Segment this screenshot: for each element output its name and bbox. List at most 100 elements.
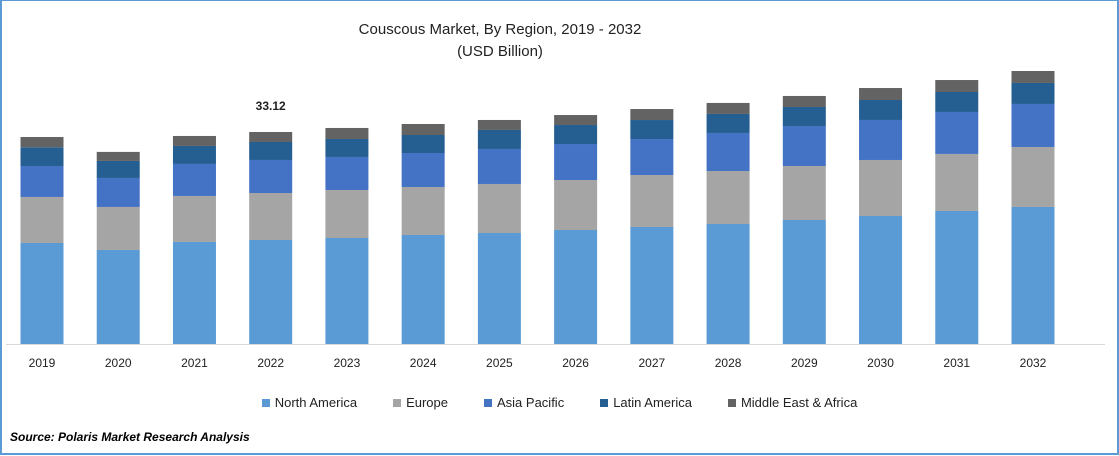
x-tick-label: 2030 bbox=[867, 356, 894, 370]
legend-item: North America bbox=[261, 395, 358, 410]
bar-segment-asia-pacific-2021 bbox=[172, 163, 216, 196]
legend-swatch bbox=[484, 398, 492, 407]
bar-segment-asia-pacific-2027 bbox=[630, 139, 674, 176]
bar-segment-middle-east-africa-2021 bbox=[172, 135, 216, 146]
legend-label: Latin America bbox=[613, 395, 692, 410]
bar-segment-asia-pacific-2026 bbox=[554, 144, 598, 181]
bar-segment-latin-america-2031 bbox=[935, 91, 979, 112]
bar-segment-asia-pacific-2023 bbox=[325, 156, 369, 190]
x-tick-label: 2024 bbox=[410, 356, 437, 370]
bar-segment-europe-2028 bbox=[706, 170, 750, 224]
x-tick-label: 2031 bbox=[943, 356, 970, 370]
bar-segment-europe-2025 bbox=[477, 183, 521, 234]
bar-segment-north-america-2031 bbox=[935, 210, 979, 344]
bar-segment-north-america-2022 bbox=[249, 239, 293, 344]
bar-segment-latin-america-2025 bbox=[477, 129, 521, 149]
bar-segment-latin-america-2024 bbox=[401, 135, 445, 153]
x-tick-label: 2025 bbox=[486, 356, 513, 370]
bar-segment-north-america-2019 bbox=[20, 242, 64, 344]
legend-label: Europe bbox=[406, 395, 448, 410]
bar-segment-north-america-2024 bbox=[401, 234, 445, 344]
bar-segment-middle-east-africa-2024 bbox=[401, 123, 445, 136]
legend-label: Asia Pacific bbox=[497, 395, 565, 410]
bar-segment-europe-2030 bbox=[859, 159, 903, 216]
bar-segment-middle-east-africa-2019 bbox=[20, 136, 64, 148]
bar-segment-middle-east-africa-2027 bbox=[630, 109, 674, 121]
bar-segment-middle-east-africa-2022 bbox=[249, 132, 293, 142]
x-tick-label: 2022 bbox=[257, 356, 284, 370]
bar-segment-asia-pacific-2025 bbox=[477, 148, 521, 184]
bar-segment-asia-pacific-2019 bbox=[20, 165, 64, 197]
bar-segment-europe-2024 bbox=[401, 186, 445, 235]
legend-swatch bbox=[727, 398, 736, 407]
bar-segment-europe-2023 bbox=[325, 189, 369, 238]
bar-segment-middle-east-africa-2030 bbox=[859, 88, 903, 100]
stacked-bar-chart: 2019 2020 2021 2022 33.12 2023 2024 2025 2026 202… bbox=[6, 70, 1105, 370]
bar-segment-latin-america-2029 bbox=[782, 106, 826, 126]
bar-segment-latin-america-2032 bbox=[1011, 82, 1055, 104]
bar-segment-asia-pacific-2032 bbox=[1011, 103, 1055, 147]
bar-segment-middle-east-africa-2026 bbox=[554, 115, 598, 126]
bar-segment-asia-pacific-2031 bbox=[935, 111, 979, 154]
bar-segment-asia-pacific-2028 bbox=[706, 132, 750, 171]
legend-item: Asia Pacific bbox=[484, 395, 564, 410]
bar-segment-north-america-2028 bbox=[706, 223, 750, 344]
bar-segment-middle-east-africa-2025 bbox=[477, 119, 521, 130]
bar-segment-europe-2020 bbox=[96, 206, 140, 250]
bar-segment-latin-america-2021 bbox=[172, 145, 216, 164]
bar-segment-latin-america-2030 bbox=[859, 99, 903, 120]
x-tick-label: 2029 bbox=[791, 356, 818, 370]
legend-swatch bbox=[600, 398, 609, 407]
bar-segment-latin-america-2020 bbox=[96, 160, 140, 178]
legend-swatch bbox=[261, 398, 270, 407]
bar-segment-north-america-2026 bbox=[554, 229, 598, 344]
bar-segment-europe-2026 bbox=[554, 180, 598, 230]
legend-item: Latin America bbox=[600, 395, 692, 410]
bar-segment-north-america-2023 bbox=[325, 238, 369, 344]
bar-segment-north-america-2027 bbox=[630, 226, 674, 344]
bar-segment-europe-2022 bbox=[249, 193, 293, 240]
bar-segment-europe-2021 bbox=[172, 195, 216, 242]
bar-segment-middle-east-africa-2029 bbox=[782, 95, 826, 107]
data-label-total: 33.12 bbox=[256, 99, 286, 113]
legend-label: North America bbox=[274, 395, 358, 410]
bar-segment-middle-east-africa-2023 bbox=[325, 127, 369, 139]
legend-swatch bbox=[393, 398, 402, 407]
bar-segment-latin-america-2027 bbox=[630, 120, 674, 140]
bar-segment-north-america-2020 bbox=[96, 249, 140, 344]
chart-title: Couscous Market, By Region, 2019 - 2032 bbox=[358, 21, 642, 38]
x-tick-label: 2023 bbox=[334, 356, 361, 370]
bar-segment-north-america-2030 bbox=[859, 215, 903, 344]
bar-segment-north-america-2032 bbox=[1011, 206, 1055, 344]
bar-segment-middle-east-africa-2032 bbox=[1011, 70, 1055, 83]
legend-item: Middle East & Africa bbox=[727, 395, 858, 410]
legend-label: Middle East & Africa bbox=[740, 395, 858, 410]
bar-segment-asia-pacific-2020 bbox=[96, 177, 140, 207]
bar-segment-asia-pacific-2022 bbox=[249, 159, 293, 194]
source-note: Source: Polaris Market Research Analysis bbox=[10, 430, 250, 444]
bar-segment-latin-america-2026 bbox=[554, 125, 598, 145]
bar-segment-latin-america-2022 bbox=[249, 141, 293, 160]
bar-segment-europe-2029 bbox=[782, 165, 826, 221]
bar-segment-latin-america-2023 bbox=[325, 138, 369, 157]
bar-segment-europe-2032 bbox=[1011, 146, 1055, 207]
bar-segment-asia-pacific-2030 bbox=[859, 119, 903, 160]
bar-segment-north-america-2029 bbox=[782, 220, 826, 344]
bar-segment-north-america-2025 bbox=[477, 233, 521, 344]
bar-segment-latin-america-2028 bbox=[706, 113, 750, 133]
bar-segment-north-america-2021 bbox=[172, 241, 216, 344]
chart-subtitle: (USD Billion) bbox=[457, 43, 543, 60]
x-tick-label: 2028 bbox=[715, 356, 742, 370]
legend: North America Europe Asia Pacific Latin Ame… bbox=[0, 395, 1119, 410]
bar-segment-latin-america-2019 bbox=[20, 147, 64, 166]
x-tick-label: 2020 bbox=[105, 356, 132, 370]
bar-segment-middle-east-africa-2020 bbox=[96, 151, 140, 161]
x-tick-label: 2026 bbox=[562, 356, 589, 370]
bar-segment-europe-2031 bbox=[935, 153, 979, 211]
x-tick-label: 2032 bbox=[1020, 356, 1047, 370]
x-tick-label: 2019 bbox=[29, 356, 56, 370]
bar-segment-asia-pacific-2024 bbox=[401, 152, 445, 187]
bar-segment-europe-2019 bbox=[20, 196, 64, 243]
x-tick-label: 2027 bbox=[638, 356, 665, 370]
